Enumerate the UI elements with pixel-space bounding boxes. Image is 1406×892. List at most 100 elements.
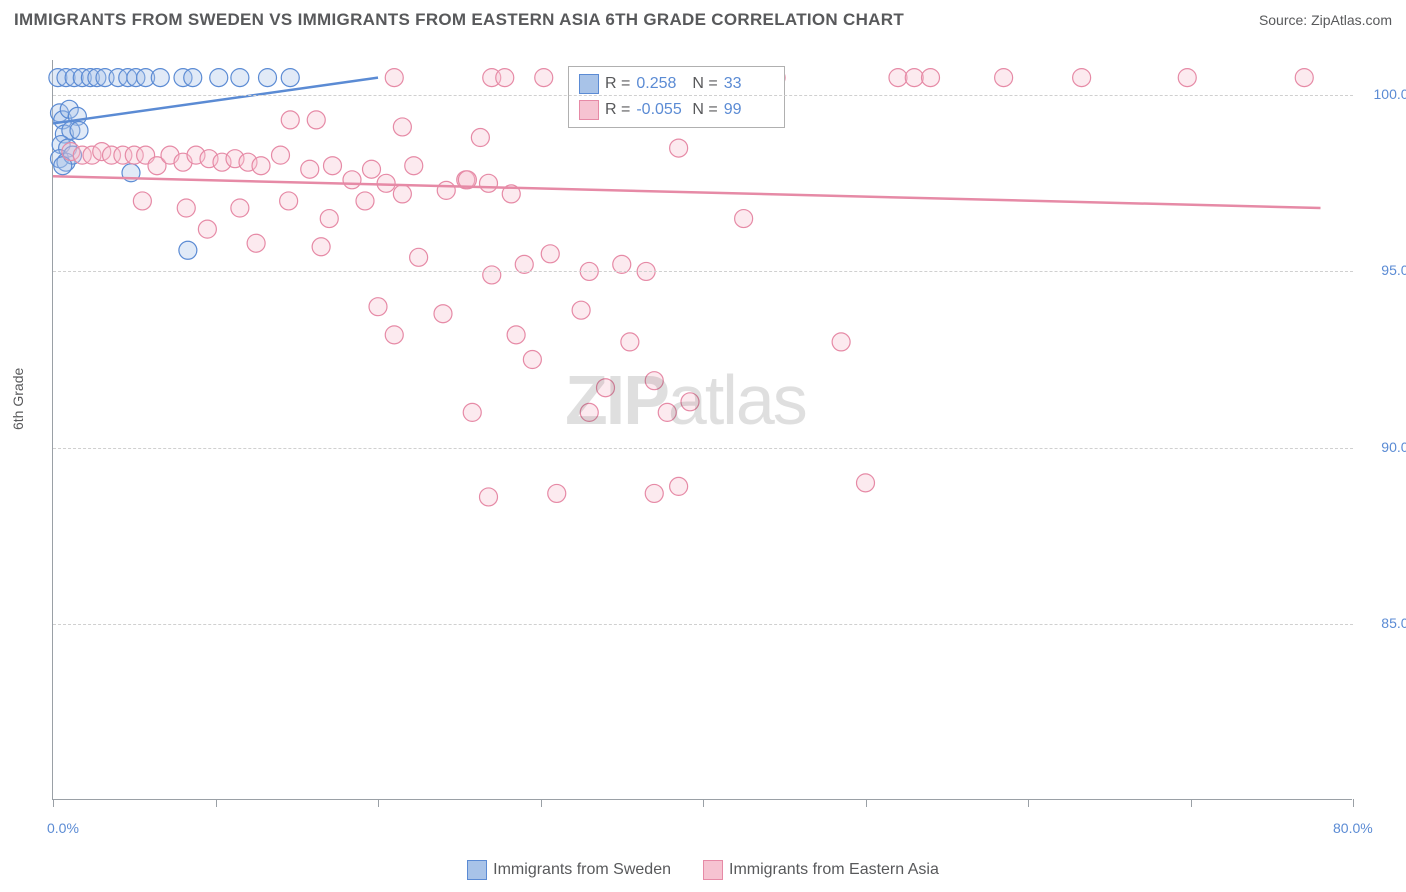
data-point xyxy=(133,192,151,210)
data-point xyxy=(548,484,566,502)
x-tick xyxy=(541,799,542,807)
data-point xyxy=(1295,69,1313,87)
data-point xyxy=(272,146,290,164)
data-point xyxy=(857,474,875,492)
r-label: R = xyxy=(605,75,630,93)
y-axis-title: 6th Grade xyxy=(10,368,26,430)
x-tick xyxy=(53,799,54,807)
data-point xyxy=(681,393,699,411)
data-point xyxy=(393,185,411,203)
data-point xyxy=(307,111,325,129)
gridline xyxy=(53,271,1353,272)
data-point xyxy=(231,69,249,87)
data-point xyxy=(301,160,319,178)
data-point xyxy=(905,69,923,87)
scatter-svg xyxy=(53,60,1353,800)
data-point xyxy=(541,245,559,263)
data-point xyxy=(507,326,525,344)
data-point xyxy=(252,157,270,175)
data-point xyxy=(658,403,676,421)
data-point xyxy=(369,298,387,316)
data-point xyxy=(198,220,216,238)
legend-swatch xyxy=(579,74,599,94)
data-point xyxy=(324,157,342,175)
data-point xyxy=(393,118,411,136)
x-tick xyxy=(703,799,704,807)
legend-item: Immigrants from Eastern Asia xyxy=(703,861,939,878)
data-point xyxy=(523,351,541,369)
data-point xyxy=(535,69,553,87)
gridline xyxy=(53,95,1353,96)
data-point xyxy=(496,69,514,87)
data-point xyxy=(151,69,169,87)
legend-swatch xyxy=(467,860,487,880)
n-value: 33 xyxy=(724,75,774,93)
data-point xyxy=(889,69,907,87)
n-label: N = xyxy=(692,75,717,93)
data-point xyxy=(922,69,940,87)
data-point xyxy=(343,171,361,189)
data-point xyxy=(356,192,374,210)
data-point xyxy=(231,199,249,217)
data-point xyxy=(184,69,202,87)
data-point xyxy=(580,403,598,421)
x-tick xyxy=(1191,799,1192,807)
data-point xyxy=(437,181,455,199)
data-point xyxy=(480,174,498,192)
x-tick xyxy=(1028,799,1029,807)
data-point xyxy=(670,139,688,157)
data-point xyxy=(281,111,299,129)
data-point xyxy=(281,69,299,87)
r-value: 0.258 xyxy=(636,75,686,93)
gridline xyxy=(53,448,1353,449)
data-point xyxy=(832,333,850,351)
data-point xyxy=(621,333,639,351)
y-tick-label: 90.0% xyxy=(1361,439,1406,455)
data-point xyxy=(471,129,489,147)
chart-title: IMMIGRANTS FROM SWEDEN VS IMMIGRANTS FRO… xyxy=(14,10,904,30)
data-point xyxy=(995,69,1013,87)
stats-row: R =-0.055N =99 xyxy=(579,97,774,123)
x-tick-label: 80.0% xyxy=(1333,820,1373,836)
x-tick xyxy=(866,799,867,807)
data-point xyxy=(645,484,663,502)
data-point xyxy=(385,69,403,87)
data-point xyxy=(320,210,338,228)
data-point xyxy=(280,192,298,210)
data-point xyxy=(670,477,688,495)
data-point xyxy=(363,160,381,178)
gridline xyxy=(53,624,1353,625)
y-tick-label: 100.0% xyxy=(1361,86,1406,102)
x-tick xyxy=(1353,799,1354,807)
r-label: R = xyxy=(605,101,630,119)
data-point xyxy=(385,326,403,344)
data-point xyxy=(410,248,428,266)
data-point xyxy=(405,157,423,175)
y-tick-label: 85.0% xyxy=(1361,615,1406,631)
data-point xyxy=(247,234,265,252)
data-point xyxy=(210,69,228,87)
chart-header: IMMIGRANTS FROM SWEDEN VS IMMIGRANTS FRO… xyxy=(0,0,1406,36)
plot-area: R =0.258N =33R =-0.055N =99 85.0%90.0%95… xyxy=(52,60,1352,800)
data-point xyxy=(434,305,452,323)
data-point xyxy=(480,488,498,506)
data-point xyxy=(463,403,481,421)
x-tick xyxy=(378,799,379,807)
data-point xyxy=(735,210,753,228)
series-legend: Immigrants from Sweden Immigrants from Ea… xyxy=(0,860,1406,880)
data-point xyxy=(1178,69,1196,87)
x-tick xyxy=(216,799,217,807)
data-point xyxy=(177,199,195,217)
data-point xyxy=(70,121,88,139)
legend-item: Immigrants from Sweden xyxy=(467,861,671,878)
data-point xyxy=(1073,69,1091,87)
y-tick-label: 95.0% xyxy=(1361,262,1406,278)
stats-legend: R =0.258N =33R =-0.055N =99 xyxy=(568,66,785,128)
chart-source: Source: ZipAtlas.com xyxy=(1259,12,1392,28)
legend-swatch xyxy=(579,100,599,120)
x-tick-label: 0.0% xyxy=(47,820,79,836)
n-value: 99 xyxy=(724,101,774,119)
data-point xyxy=(645,372,663,390)
legend-swatch xyxy=(703,860,723,880)
n-label: N = xyxy=(692,101,717,119)
